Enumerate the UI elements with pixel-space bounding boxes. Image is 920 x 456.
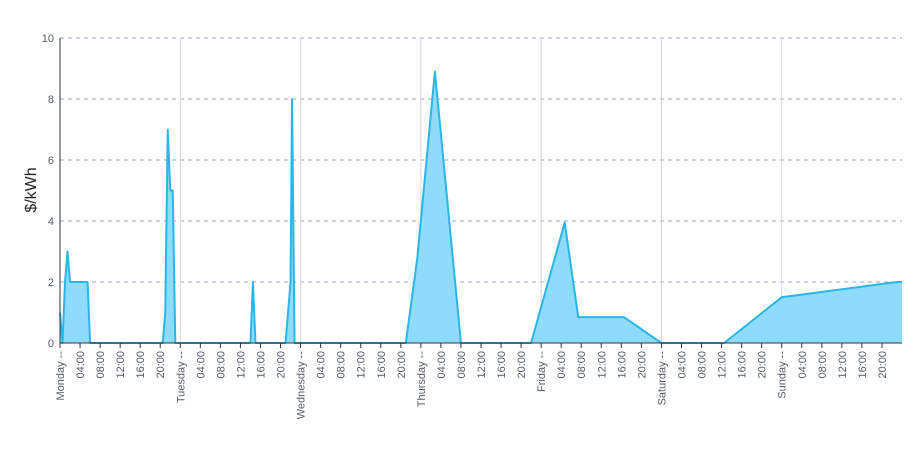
price-area (60, 71, 902, 344)
axis-layer: 0 2 4 6 8 10 Monday -- 04:00 08:00 12:00 16:00 20:0… (42, 33, 902, 419)
x-tick-label: 08:00 (697, 351, 709, 379)
x-tick-label: 12:00 (356, 351, 368, 379)
x-tick-label: 20:00 (877, 351, 889, 379)
x-tick-label: 04:00 (75, 351, 87, 379)
x-tick-label: 08:00 (336, 351, 348, 379)
x-tick-label: 16:00 (857, 351, 869, 379)
y-tick-label: 0 (48, 338, 54, 350)
x-tick-label: 20:00 (636, 351, 648, 379)
area-layer (59, 70, 902, 344)
x-tick-label: 16:00 (737, 351, 749, 379)
x-tick-label: 16:00 (255, 351, 267, 379)
x-tick-label: 08:00 (576, 351, 588, 379)
y-axis-label: $/kWh (23, 167, 40, 212)
grid-layer (60, 37, 902, 343)
x-tick-label: 12:00 (476, 351, 488, 379)
x-tick-label: 12:00 (235, 351, 247, 379)
x-tick-label: Thursday -- (416, 351, 428, 408)
x-tick-label: Sunday -- (777, 351, 789, 399)
y-tick-label: 8 (48, 94, 54, 106)
x-tick-label: 20:00 (276, 351, 288, 379)
x-tick-label: 16:00 (496, 351, 508, 379)
x-tick-label: 20:00 (757, 351, 769, 379)
x-tick-label: 08:00 (456, 351, 468, 379)
x-tick-label: Saturday -- (656, 351, 668, 406)
x-tick-label: 04:00 (556, 351, 568, 379)
x-tick-label: 16:00 (376, 351, 388, 379)
x-tick-label: 20:00 (396, 351, 408, 379)
y-tick-label: 6 (48, 155, 54, 167)
x-tick-label: 16:00 (135, 351, 147, 379)
x-tick-label: Monday -- (55, 351, 67, 401)
x-tick-label: 04:00 (676, 351, 688, 379)
x-tick-label: 20:00 (155, 351, 167, 379)
price-line (59, 70, 902, 344)
x-tick-label: 04:00 (195, 351, 207, 379)
x-tick-label: 08:00 (215, 351, 227, 379)
x-tick-label: 04:00 (316, 351, 328, 379)
x-tick-label: 12:00 (837, 351, 849, 379)
x-tick-label: 16:00 (616, 351, 628, 379)
x-tick-label: 08:00 (817, 351, 829, 379)
x-tick-label: 08:00 (95, 351, 107, 379)
x-tick-label: 12:00 (717, 351, 729, 379)
y-tick-label: 2 (48, 277, 54, 289)
x-tick-label: 04:00 (436, 351, 448, 379)
x-tick-label: 12:00 (115, 351, 127, 379)
x-tick-label: Tuesday -- (175, 351, 187, 404)
y-tick-label: 4 (48, 216, 54, 228)
x-tick-label: Wednesday -- (296, 351, 308, 420)
x-tick-label: 20:00 (516, 351, 528, 379)
x-tick-label: 04:00 (797, 351, 809, 379)
x-tick-label: Friday -- (536, 351, 548, 392)
x-tick-label: 12:00 (596, 351, 608, 379)
y-tick-label: 10 (42, 33, 54, 45)
